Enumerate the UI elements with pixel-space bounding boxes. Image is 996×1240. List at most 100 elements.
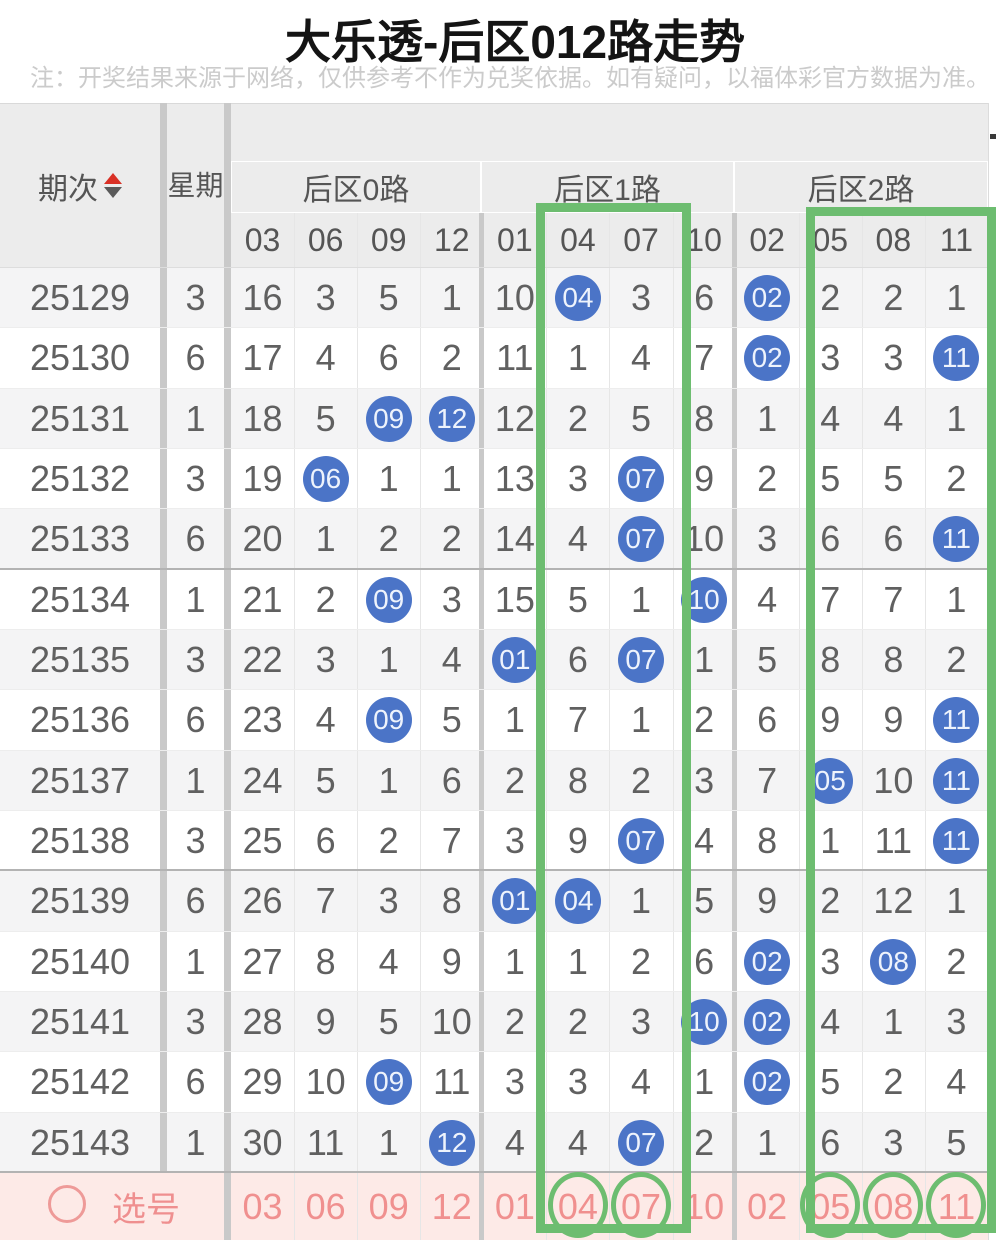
select-number-08[interactable]: 08 — [873, 1185, 914, 1227]
value-cell: 1 — [378, 1121, 399, 1163]
select-number-03[interactable]: 03 — [242, 1185, 283, 1227]
value-cell: 2 — [694, 1121, 715, 1163]
select-number-06[interactable]: 06 — [305, 1185, 346, 1227]
table-row: 25132 3 19 06 1 1 13 3 07 9 2 5 5 2 — [0, 449, 988, 509]
value-cell: 21 — [242, 578, 283, 620]
select-number-07[interactable]: 07 — [620, 1185, 662, 1227]
value-cell: 07 — [609, 1113, 672, 1173]
value-cell: 4 — [504, 1121, 525, 1163]
value-cell: 6 — [694, 277, 715, 319]
select-number-05[interactable]: 05 — [810, 1185, 851, 1227]
week-cell: 1 — [185, 578, 206, 620]
value-cell: 1 — [946, 397, 967, 439]
value-cell: 5 — [694, 880, 715, 922]
value-cell: 1 — [378, 639, 399, 681]
value-cell: 1 — [378, 759, 399, 801]
value-cell: 5 — [567, 578, 588, 620]
row-separator — [0, 508, 988, 510]
column-gridline — [862, 213, 863, 1240]
table-row: 25135 3 22 3 1 4 01 6 07 1 5 8 8 2 — [0, 629, 988, 691]
value-cell: 2 — [820, 880, 841, 922]
period-cell: 25133 — [29, 518, 131, 560]
value-cell: 4 — [820, 397, 841, 439]
table-row: 25131 1 18 5 09 12 12 2 5 8 1 4 4 1 — [0, 388, 988, 449]
period-cell: 25142 — [29, 1061, 131, 1103]
sort-asc-icon[interactable] — [104, 173, 122, 184]
period-cell: 25129 — [29, 277, 131, 319]
value-cell: 10 — [673, 992, 736, 1052]
select-number-12[interactable]: 12 — [431, 1185, 472, 1227]
value-cell: 3 — [567, 1061, 588, 1103]
value-cell: 5 — [378, 277, 399, 319]
value-cell: 7 — [441, 820, 462, 862]
column-gridline — [609, 213, 610, 1240]
week-cell: 6 — [185, 699, 206, 741]
value-cell: 1 — [694, 1061, 715, 1103]
period-cell: 25143 — [29, 1121, 131, 1163]
select-number-01[interactable]: 01 — [494, 1185, 535, 1227]
period-cell: 25132 — [29, 458, 131, 500]
drawn-number-ball: 07 — [618, 818, 664, 865]
column-gridline — [925, 213, 926, 1240]
drawn-number-ball: 09 — [365, 576, 412, 623]
group-header-0: 后区0路 — [231, 161, 481, 213]
value-cell: 9 — [694, 458, 715, 500]
value-cell: 9 — [757, 880, 778, 922]
period-cell: 25131 — [29, 397, 131, 439]
column-header-period[interactable]: 期次 — [0, 103, 160, 268]
value-cell: 19 — [242, 458, 283, 500]
table-row: 25143 1 30 11 1 12 4 4 07 2 1 6 3 5 — [0, 1112, 988, 1173]
drawn-number-ball: 02 — [744, 999, 791, 1046]
value-cell: 29 — [242, 1061, 283, 1103]
column-gridline — [294, 213, 295, 1240]
value-cell: 1 — [630, 699, 652, 741]
period-cell: 25141 — [29, 1001, 131, 1043]
value-cell: 3 — [315, 639, 336, 681]
period-cell: 25136 — [29, 699, 131, 741]
sort-desc-icon[interactable] — [104, 187, 122, 198]
value-cell: 7 — [694, 337, 715, 379]
select-number-04[interactable]: 04 — [557, 1185, 598, 1227]
drawn-number-ball: 07 — [618, 1119, 664, 1166]
value-cell: 2 — [504, 759, 525, 801]
value-cell: 02 — [736, 1052, 799, 1112]
select-number-10[interactable]: 10 — [684, 1185, 725, 1227]
number-select-row[interactable]: 选号 03 06 09 12 01 04 07 10 02 05 08 11 — [0, 1173, 988, 1240]
group-header-2: 后区2路 — [734, 161, 988, 213]
select-number-02[interactable]: 02 — [747, 1185, 788, 1227]
value-cell: 4 — [630, 337, 652, 379]
value-cell: 2 — [694, 699, 715, 741]
value-cell: 3 — [630, 277, 652, 319]
table-row: 25138 3 25 6 2 7 3 9 07 4 8 1 11 11 — [0, 811, 988, 871]
table-row: 25140 1 27 8 4 9 1 1 2 6 02 3 08 2 — [0, 932, 988, 992]
value-cell: 6 — [567, 639, 588, 681]
table-row: 25136 6 23 4 09 5 1 7 1 2 6 9 9 11 — [0, 690, 988, 750]
value-cell: 09 — [357, 570, 420, 630]
number-column-header: 09 — [370, 222, 407, 258]
sort-control[interactable] — [104, 173, 122, 198]
value-cell: 1 — [946, 277, 967, 319]
value-cell: 4 — [315, 337, 336, 379]
week-cell: 6 — [185, 337, 206, 379]
value-cell: 7 — [315, 880, 336, 922]
week-cell: 3 — [185, 277, 206, 319]
value-cell: 1 — [441, 277, 462, 319]
drawn-number-ball: 09 — [365, 1059, 412, 1106]
value-cell: 07 — [609, 449, 672, 509]
value-cell: 13 — [494, 458, 535, 500]
value-cell: 23 — [242, 699, 283, 741]
value-cell: 3 — [378, 880, 399, 922]
value-cell: 4 — [567, 1121, 588, 1163]
drawn-number-ball: 07 — [618, 637, 664, 684]
select-number-09[interactable]: 09 — [368, 1185, 409, 1227]
select-all-circle-icon[interactable] — [48, 1185, 86, 1223]
value-cell: 4 — [820, 1001, 841, 1043]
value-cell: 15 — [494, 578, 535, 620]
value-cell: 25 — [242, 820, 283, 862]
drawn-number-ball: 02 — [744, 1059, 791, 1106]
value-cell: 2 — [378, 820, 399, 862]
table-row: 25130 6 17 4 6 2 11 1 4 7 02 3 3 11 — [0, 328, 988, 388]
drawn-number-ball: 05 — [807, 757, 854, 804]
select-number-11[interactable]: 11 — [937, 1185, 976, 1227]
